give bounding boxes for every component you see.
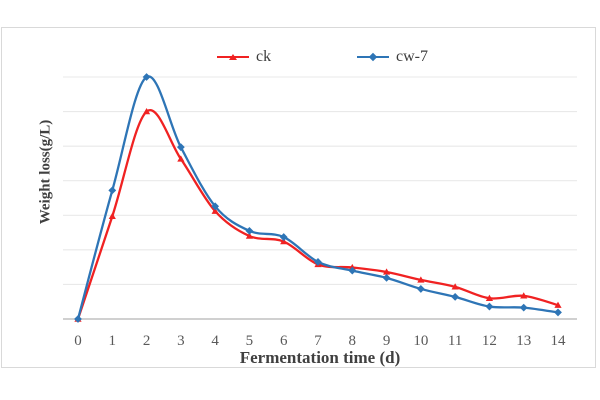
x-axis-title: Fermentation time (d) — [239, 348, 401, 367]
data-point-marker-cw-7 — [519, 303, 528, 312]
data-point-marker-ck — [211, 207, 219, 214]
data-point-marker-cw-7 — [348, 266, 357, 275]
data-point-marker-ck — [417, 276, 425, 283]
data-point-marker-ck — [108, 212, 116, 220]
x-tick-label: 8 — [349, 333, 357, 349]
chart-border — [1, 27, 596, 368]
data-point-marker-cw-7 — [314, 258, 322, 266]
x-tick-label: 14 — [551, 333, 567, 349]
data-point-marker-ck — [245, 232, 254, 239]
x-tick-label: 7 — [314, 333, 322, 349]
data-point-marker-cw-7 — [176, 143, 185, 152]
data-point-marker-ck — [280, 237, 288, 245]
diamond-marker-icon — [368, 52, 378, 62]
x-tick-label: 2 — [143, 333, 151, 349]
data-point-marker-ck — [177, 155, 185, 162]
legend-line-sample-ck — [217, 51, 249, 64]
x-tick-label: 6 — [280, 333, 288, 349]
x-tick-label: 5 — [246, 333, 254, 349]
x-tick-label: 11 — [448, 333, 462, 349]
y-axis-title: Weight loss(g/L) — [37, 119, 54, 225]
data-point-marker-cw-7 — [211, 202, 220, 211]
data-point-marker-ck — [554, 301, 562, 308]
data-point-marker-ck — [382, 268, 391, 275]
data-point-marker-cw-7 — [245, 226, 254, 235]
series-line-ck — [76, 108, 560, 321]
data-point-marker-ck — [451, 283, 459, 290]
data-point-marker-ck — [485, 294, 494, 301]
x-tick-label: 4 — [211, 333, 219, 349]
triangle-marker-icon — [229, 53, 237, 60]
data-point-marker-cw-7 — [451, 292, 460, 301]
x-tick-label: 12 — [482, 333, 497, 349]
legend-entry-ck: ck — [217, 48, 271, 66]
data-point-marker-ck — [142, 107, 151, 115]
x-tick-label: 3 — [177, 333, 185, 349]
legend-label-ck: ck — [256, 48, 272, 65]
x-tick-label: 10 — [413, 333, 428, 349]
legend-entry-cw-7: cw-7 — [357, 48, 428, 66]
data-point-marker-cw-7 — [416, 285, 425, 293]
data-point-marker-cw-7 — [554, 308, 562, 317]
data-point-marker-cw-7 — [74, 315, 82, 323]
data-point-marker-cw-7 — [382, 273, 391, 282]
data-point-marker-ck — [520, 292, 528, 299]
data-point-marker-cw-7 — [142, 73, 151, 81]
x-tick-label: 1 — [109, 333, 117, 349]
x-tick-label: 13 — [516, 333, 531, 349]
data-point-marker-cw-7 — [108, 186, 117, 195]
legend-label-cw-7: cw-7 — [396, 48, 428, 65]
x-tick-label: 9 — [383, 333, 391, 349]
data-point-marker-cw-7 — [485, 302, 494, 311]
data-point-marker-cw-7 — [279, 233, 288, 241]
x-tick-label: 0 — [74, 333, 82, 349]
legend-line-sample-cw-7 — [357, 51, 389, 64]
series-line-cw-7 — [76, 75, 560, 321]
